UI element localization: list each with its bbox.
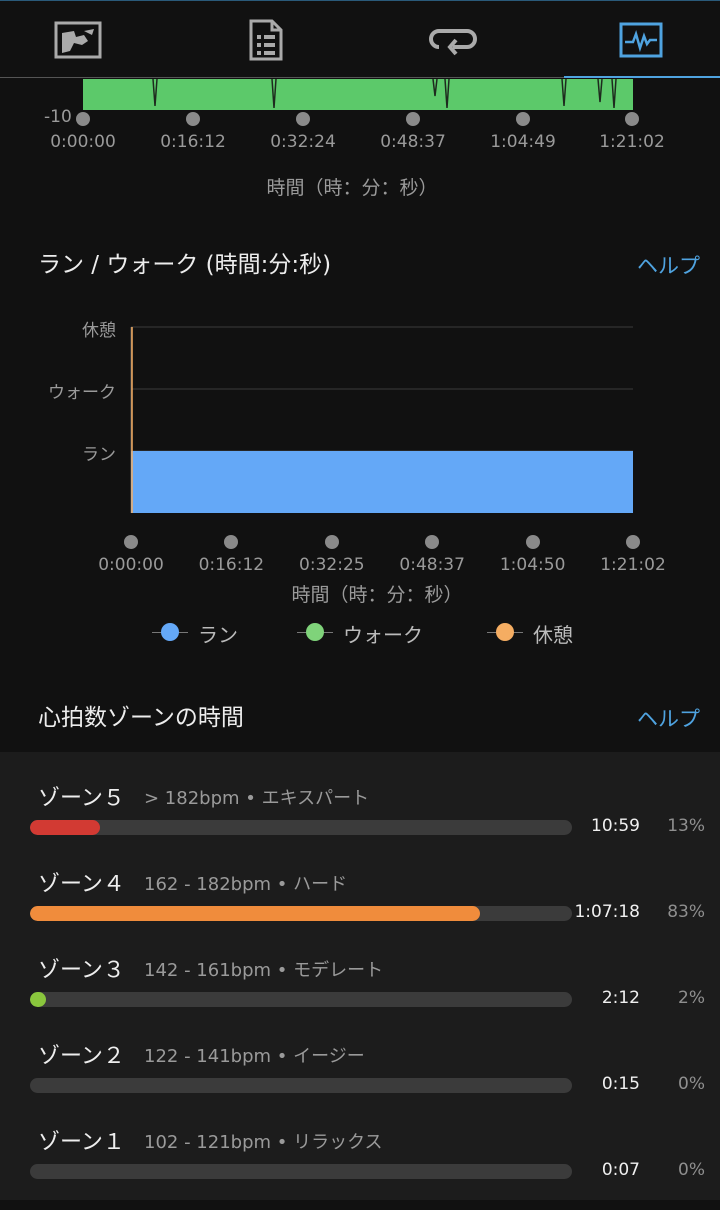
top-chart-tick-label: 0:32:24 (270, 132, 336, 152)
hrzone-range: 162 - 182bpm • ハード (144, 874, 348, 895)
runwalk-help-link[interactable]: ヘルプ (637, 254, 700, 278)
y-label-run: ラン (82, 445, 116, 465)
hrzone-percent: 2% (678, 988, 705, 1008)
hrzone-percent: 0% (678, 1074, 705, 1094)
top-chart-spikes (152, 78, 617, 109)
top-chart-tick-dot (186, 112, 200, 126)
hrzone-bar-fill (30, 992, 46, 1007)
legend-marker-run (152, 623, 188, 643)
runwalk-title: ラン / ウォーク (時間:分:秒) (38, 252, 332, 278)
hrzone-bar-track (30, 906, 572, 921)
hrzone-bar-fill (30, 906, 480, 921)
top-chart-tick-label: 0:00:00 (50, 132, 116, 152)
top-chart-area (83, 78, 633, 110)
top-chart-y-tick: -10 (44, 107, 72, 127)
legend-label-rest: 休憩 (533, 622, 573, 647)
hrzone-bar-track (30, 992, 572, 1007)
legend-marker-rest (487, 623, 523, 643)
runwalk-tick-dot (626, 535, 640, 549)
hrzone-time: 0:15 (601, 1074, 640, 1094)
runwalk-tick-dot (124, 535, 138, 549)
hrzone-row[interactable]: ゾーン２ 122 - 141bpm • イージー 0:15 0% (0, 1038, 720, 1124)
hrzone-row[interactable]: ゾーン４ 162 - 182bpm • ハード 1:07:18 83% (0, 866, 720, 952)
hrzone-range: 102 - 121bpm • リラックス (144, 1132, 383, 1153)
runwalk-tick-dot (224, 535, 239, 549)
legend-marker-walk (297, 623, 333, 643)
hrzone-time: 10:59 (591, 816, 640, 836)
runwalk-tick-label: 1:04:50 (499, 555, 566, 575)
hrzone-name: ゾーン３ (38, 958, 125, 983)
map-icon (54, 21, 102, 59)
hrzone-percent: 0% (678, 1160, 705, 1180)
y-label-rest: 休憩 (82, 321, 116, 341)
hrzone-name: ゾーン４ (38, 872, 125, 897)
tab-map[interactable] (48, 15, 108, 65)
tab-laps[interactable] (423, 15, 483, 65)
runwalk-tick-dot (525, 535, 540, 549)
laps-repeat-icon (429, 29, 477, 56)
active-tab-indicator (564, 76, 720, 78)
hrzone-name: ゾーン２ (38, 1044, 125, 1069)
tab-charts[interactable] (611, 15, 671, 65)
legend-label-run: ラン (198, 622, 238, 647)
hrzones-title: 心拍数ゾーンの時間 (38, 705, 244, 731)
hrzone-percent: 13% (667, 816, 705, 836)
runwalk-axis-title: 時間（時：分：秒） (291, 584, 463, 606)
document-list-icon (249, 19, 283, 61)
hrzone-bar-fill (30, 820, 100, 835)
hrzones-help-link[interactable]: ヘルプ (637, 707, 700, 731)
top-chart-tick-dot (516, 112, 530, 126)
hrzone-time: 2:12 (601, 988, 640, 1008)
series-segment-0 (131, 451, 633, 513)
hrzone-row[interactable]: ゾーン５ > 182bpm • エキスパート 10:59 13% (0, 780, 720, 866)
top-chart-tick-label: 1:21:02 (599, 132, 665, 152)
hrzone-bar-track (30, 1078, 572, 1093)
hrzone-range: 142 - 161bpm • モデレート (144, 960, 384, 981)
hrzone-bar-track (30, 820, 572, 835)
runwalk-tick-label: 1:21:02 (600, 555, 666, 575)
top-chart-tick-label: 0:16:12 (160, 132, 226, 152)
top-chart-tick-label: 0:48:37 (380, 132, 446, 152)
legend-item-walk[interactable]: ウォーク (297, 620, 423, 647)
hrzone-name: ゾーン５ (38, 786, 125, 811)
hrzone-range: 122 - 141bpm • イージー (144, 1046, 365, 1067)
chart-pulse-icon (619, 22, 663, 58)
runwalk-chart (130, 326, 633, 513)
hrzone-row[interactable]: ゾーン１ 102 - 121bpm • リラックス 0:07 0% (0, 1124, 720, 1210)
top-tab-bar (0, 0, 720, 79)
top-chart-tick-dot (625, 112, 639, 126)
legend-item-run[interactable]: ラン (152, 620, 238, 647)
runwalk-tick-dot (425, 535, 440, 549)
top-chart-tick-label: 1:04:49 (490, 132, 556, 152)
runwalk-tick-label: 0:48:37 (399, 555, 465, 575)
hrzones-panel: ゾーン５ > 182bpm • エキスパート 10:59 13% ゾーン４ 162 - 1… (0, 752, 720, 1200)
hrzone-percent: 83% (667, 902, 705, 922)
hrzone-row[interactable]: ゾーン３ 142 - 161bpm • モデレート 2:12 2% (0, 952, 720, 1038)
top-chart-tick-dot (406, 112, 420, 126)
top-chart-tick-dot (296, 112, 310, 126)
runwalk-tick-label: 0:32:25 (299, 555, 365, 575)
top-chart-axis-title: 時間（時：分：秒） (266, 177, 438, 199)
hrzone-range: > 182bpm • エキスパート (144, 788, 370, 809)
y-label-walk: ウォーク (48, 383, 116, 403)
hrzone-time: 0:07 (601, 1160, 640, 1180)
hrzone-time: 1:07:18 (574, 902, 640, 922)
runwalk-tick-label: 0:00:00 (98, 555, 164, 575)
legend-label-walk: ウォーク (343, 622, 423, 647)
hrzone-bar-track (30, 1164, 572, 1179)
runwalk-tick-label: 0:16:12 (198, 555, 265, 575)
legend-item-rest[interactable]: 休憩 (487, 620, 573, 647)
top-chart-tick-dot (76, 112, 90, 126)
top-chart-fill (83, 79, 633, 110)
tab-details[interactable] (236, 15, 296, 65)
tab-bar-divider (0, 77, 720, 78)
hrzone-name: ゾーン１ (38, 1130, 125, 1155)
runwalk-tick-dot (324, 535, 339, 549)
